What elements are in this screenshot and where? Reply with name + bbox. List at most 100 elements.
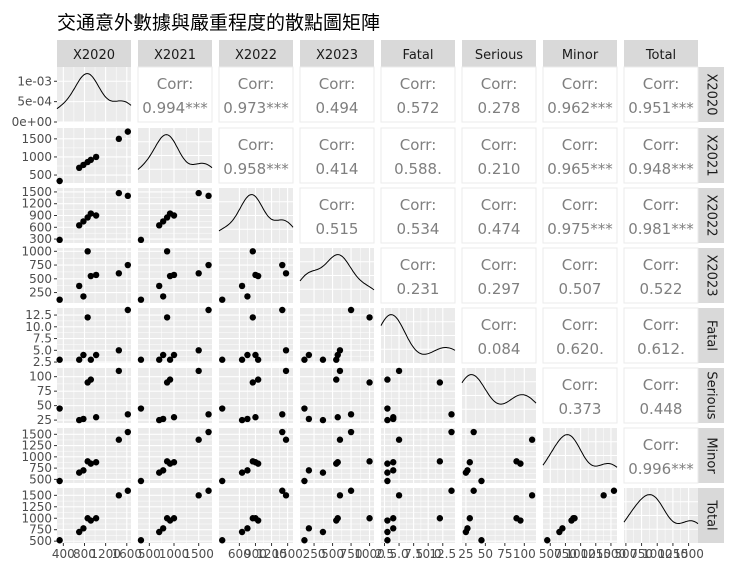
corr-value-X2021-X2022: 0.958*** [223,160,289,178]
scatter-point-Total-X2023-2 [305,525,313,532]
scatter-point-Total-Fatal-4 [384,517,391,524]
strip-right-Total [698,488,724,543]
y-tick-label-Minor: 1000 [21,450,52,464]
scatter-point-Total-X2021-6 [195,492,202,499]
scatter-point-Total-X2022-5 [252,515,259,522]
scatter-point-Serious-X2023-4 [333,376,340,383]
corr-label-X2020-Total: Corr: [643,75,680,93]
corr-value-X2022-X2023: 0.515 [316,220,359,238]
corr-label-Fatal-Total: Corr: [643,316,680,334]
scatter-point-Minor-X2023-6 [336,436,344,443]
scatter-point-Serious-X2021-0 [137,405,145,412]
corr-label-X2020-X2022: Corr: [238,75,275,93]
scatter-point-Serious-Fatal-3 [436,379,444,386]
corr-value-X2022-Minor: 0.975*** [547,220,613,238]
scatter-point-X2022-X2021-6 [195,189,202,197]
scatter-point-Fatal-X2022-1 [238,356,246,363]
scatter-point-Total-Serious-0 [478,537,485,544]
scatter-point-X2023-X2020-0 [56,296,63,303]
scatter-point-Serious-Fatal-1 [384,416,391,424]
scatter-point-Minor-Fatal-1 [384,469,391,476]
panel-X2020-Serious [461,66,537,123]
scatter-point-Minor-X2021-5 [170,459,178,466]
scatter-point-Total-Minor-0 [544,537,551,544]
scatter-point-X2023-X2021-3 [163,248,171,255]
corr-label-X2022-X2023: Corr: [319,196,356,214]
scatter-point-Total-Minor-5 [570,515,577,522]
scatter-point-Serious-X2023-5 [334,414,341,421]
corr-label-X2021-X2022: Corr: [238,136,275,154]
strip-right-X2023 [698,248,724,303]
corr-value-X2021-Serious: 0.210 [478,160,521,178]
scatter-point-Minor-X2020-5 [92,459,100,466]
panel-X2020-Total [623,66,699,123]
panel-X2023-Minor [542,247,618,304]
strip-label-top-X2022: X2022 [235,48,277,63]
strip-label-top-X2020: X2020 [73,48,115,63]
strip-top-X2022 [219,40,293,67]
corr-value-Fatal-Minor: 0.620. [556,340,604,358]
scatter-point-Minor-Fatal-7 [448,428,455,436]
x-tick-label-X2020: 1600 [111,547,142,561]
y-tick-label-Minor: 1250 [21,439,52,453]
strip-right-X2022 [698,188,724,243]
scatter-point-Total-X2022-7 [279,487,286,494]
scatter-point-X2021-X2020-6 [115,135,123,143]
corr-label-X2023-Fatal: Corr: [400,256,437,274]
strip-top-Minor [543,40,617,67]
density-curve-Serious [461,374,537,405]
y-tick-label-Serious: 25 [37,413,52,427]
scatter-point-X2023-X2022-5 [252,271,259,279]
scatter-point-Minor-X2022-7 [279,428,286,436]
y-tick-label-X2020: 0e+00 [12,115,52,129]
strip-label-top-X2021: X2021 [154,48,196,63]
scatter-point-Total-Fatal-3 [436,515,444,522]
scatter-point-Minor-X2023-5 [334,459,341,466]
scatter-point-Total-X2023-3 [366,515,373,522]
scatter-point-Fatal-X2021-2 [159,351,167,359]
scatter-point-Minor-X2023-1 [319,469,327,476]
x-tick-label-Total: 1500 [673,547,704,561]
x-tick-label-Minor: 750 [554,547,577,561]
corr-label-X2022-Minor: Corr: [562,196,599,214]
scatter-point-Total-X2022-0 [219,537,226,544]
strip-label-right-Fatal: Fatal [704,320,719,351]
scatter-point-X2022-X2020-4 [87,210,95,217]
scatter-point-Serious-X2020-2 [80,415,87,423]
y-tick-label-Fatal: 2.5 [33,355,52,369]
corr-label-Fatal-Serious: Corr: [481,316,518,334]
y-tick-label-Serious: 75 [37,384,52,398]
strip-label-top-Minor: Minor [562,48,599,63]
scatter-point-X2023-X2022-1 [238,282,246,290]
corr-value-X2020-X2023: 0.494 [316,99,359,117]
scatter-point-X2022-X2020-0 [56,236,63,244]
y-tick-label-X2022: 900 [29,209,52,223]
scatter-point-X2023-X2020-6 [115,270,123,277]
panel-X2021-X2023 [299,127,375,184]
panel-Fatal-Total [623,307,699,364]
x-tick-label-Fatal: 7.5 [404,547,423,561]
corr-value-X2022-Total: 0.981*** [628,220,694,238]
scatter-point-Total-Serious-7 [470,487,477,494]
scatter-point-Minor-Fatal-4 [384,460,391,467]
corr-value-Serious-Minor: 0.373 [559,400,602,418]
corr-value-X2023-Total: 0.522 [640,280,683,298]
scatter-point-Fatal-X2023-0 [301,356,308,363]
panel-Fatal-Serious [461,307,537,364]
scatter-point-Fatal-X2021-0 [137,356,145,363]
y-tick-label-Fatal: 10.0 [25,320,52,334]
scatter-point-Fatal-X2020-7 [124,306,132,314]
x-tick-label-X2023: 500 [321,547,344,561]
scatter-point-Total-X2022-6 [282,492,290,499]
scatter-point-Serious-X2020-4 [87,376,95,383]
scatter-point-Total-X2021-5 [170,515,178,522]
panel-Serious-Minor [542,367,618,424]
scatter-point-Minor-X2022-1 [238,469,246,476]
x-tick-label-X2021: 500 [138,547,161,561]
scatter-point-Minor-Serious-7 [470,428,477,436]
scatter-point-Total-Serious-4 [517,517,524,524]
scatter-point-Serious-X2023-7 [347,411,355,418]
y-tick-label-X2022: 1500 [21,185,52,199]
corr-value-Fatal-Total: 0.612. [637,340,685,358]
